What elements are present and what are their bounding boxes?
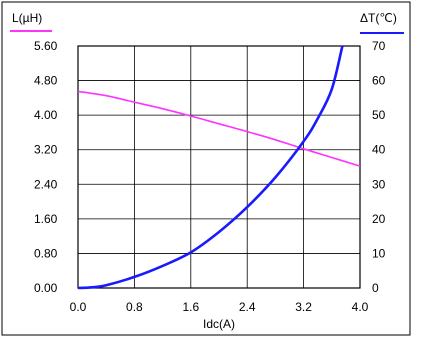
plot-area-border: [77, 45, 361, 289]
series-layer: [77, 45, 361, 290]
left-y-tick-label: 0.80: [34, 246, 58, 260]
inductance-line: [77, 90, 361, 167]
right-y-tick-label: 50: [372, 108, 386, 122]
x-tick-label: 0.8: [126, 300, 143, 314]
left-y-tick-label: 4.80: [34, 74, 58, 88]
right-axis-label: ΔT(℃): [360, 11, 397, 25]
right-y-tick-label: 60: [372, 74, 386, 88]
left-y-tick-label: 0.00: [34, 281, 58, 295]
temperature-rise-line: [77, 45, 344, 290]
x-tick-label: 4.0: [352, 300, 369, 314]
left-y-tick-labels: 0.00 0.80 1.60 2.40 3.20 4.00 4.80 5.60: [34, 39, 58, 295]
left-y-tick-label: 4.00: [34, 108, 58, 122]
left-y-tick-label: 5.60: [34, 39, 58, 53]
right-y-tick-label: 10: [372, 246, 386, 260]
right-y-tick-label: 0: [372, 281, 379, 295]
left-y-tick-label: 2.40: [34, 177, 58, 191]
left-axis-label: L(µH): [12, 11, 42, 25]
grid-lines: [78, 46, 360, 288]
x-tick-label: 0.0: [70, 300, 87, 314]
right-y-tick-label: 20: [372, 212, 386, 226]
chart-frame: [1, 1, 411, 336]
right-y-tick-labels: 0 10 20 30 40 50 60 70: [372, 39, 386, 295]
x-axis-label: Idc(A): [203, 317, 235, 331]
left-y-tick-label: 3.20: [34, 143, 58, 157]
x-tick-label: 2.4: [239, 300, 256, 314]
right-y-tick-label: 70: [372, 39, 386, 53]
x-tick-labels: 0.0 0.8 1.6 2.4 3.2 4.0: [70, 300, 369, 314]
left-y-tick-label: 1.60: [34, 212, 58, 226]
right-y-tick-label: 30: [372, 177, 386, 191]
x-tick-label: 1.6: [182, 300, 199, 314]
x-tick-label: 3.2: [295, 300, 312, 314]
right-y-tick-label: 40: [372, 143, 386, 157]
